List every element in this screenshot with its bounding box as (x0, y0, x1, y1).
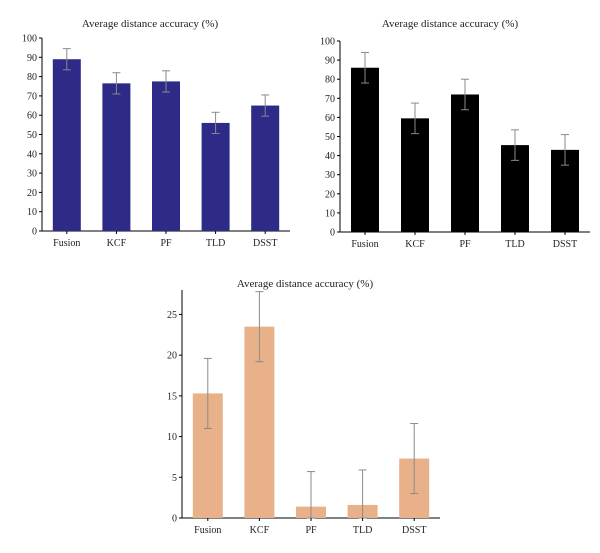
bar (351, 67, 379, 233)
y-tick-label: 10 (325, 208, 335, 219)
bar (251, 105, 280, 231)
y-tick-label: 10 (167, 432, 177, 443)
y-tick-label: 70 (27, 91, 37, 102)
x-tick-label: DSST (402, 525, 426, 536)
bar-chart-top-left: 0 10 20 30 40 50 60 70 80 90 100 Fusion KCF PF TLD DSST (22, 34, 290, 249)
bar-chart-bottom: 0 5 10 15 20 25 Fusion KCF PF TLD DSST (167, 290, 440, 536)
x-tick-label: Fusion (53, 238, 80, 249)
y-tick-label: 60 (325, 113, 335, 124)
y-tick-label: 20 (325, 189, 335, 200)
y-tick-label: 20 (27, 188, 37, 199)
bar (451, 94, 479, 232)
x-tick-label: KCF (107, 238, 127, 249)
chart-title: Average distance accuracy (%) (381, 18, 519, 30)
x-tick-label: Fusion (351, 239, 378, 250)
x-tick-label: TLD (505, 239, 524, 250)
y-tick-label: 0 (32, 227, 37, 238)
y-tick-label: 40 (325, 151, 335, 162)
y-tick-label: 80 (325, 75, 335, 86)
y-tick-label: 90 (27, 53, 37, 64)
bar-chart-top-right: 0 10 20 30 40 50 60 70 80 90 100 Fusion KCF PF TLD DSST (320, 37, 590, 250)
x-tick-label: PF (459, 239, 471, 250)
y-tick-label: 25 (167, 310, 177, 321)
bar (401, 118, 429, 232)
y-tick-label: 80 (27, 72, 37, 83)
x-tick-label: PF (160, 238, 172, 249)
y-tick-label: 70 (325, 94, 335, 105)
y-tick-label: 0 (172, 514, 177, 525)
chart-panel-top-right: Average distance accuracy (%) 0 10 20 30 40 5… (300, 0, 600, 260)
bar (102, 83, 131, 231)
chart-panel-bottom: Average distance accuracy (%) 0 5 10 15 20 25… (140, 270, 470, 553)
chart-title: Average distance accuracy (%) (236, 278, 374, 290)
x-tick-label: Fusion (194, 525, 221, 536)
x-tick-label: KCF (405, 239, 425, 250)
y-tick-label: 100 (22, 34, 37, 45)
y-tick-label: 30 (27, 169, 37, 180)
x-tick-label: PF (305, 525, 317, 536)
y-tick-label: 90 (325, 56, 335, 67)
y-tick-label: 0 (330, 228, 335, 239)
y-tick-label: 40 (27, 149, 37, 160)
chart-panel-top-left: Average distance accuracy (%) 0 10 20 30 40 5… (0, 0, 300, 260)
x-tick-label: TLD (206, 238, 225, 249)
y-tick-label: 50 (325, 132, 335, 143)
x-tick-label: KCF (250, 525, 270, 536)
bar (201, 122, 230, 231)
y-tick-label: 30 (325, 170, 335, 181)
y-tick-label: 60 (27, 111, 37, 122)
y-tick-label: 20 (167, 351, 177, 362)
x-tick-label: TLD (353, 525, 372, 536)
y-tick-label: 50 (27, 130, 37, 141)
x-tick-label: DSST (253, 238, 277, 249)
x-tick-label: DSST (553, 239, 577, 250)
chart-title: Average distance accuracy (%) (81, 18, 219, 30)
y-tick-label: 10 (27, 207, 37, 218)
bar (152, 81, 180, 231)
y-tick-label: 5 (172, 473, 177, 484)
y-tick-label: 100 (320, 37, 335, 48)
y-tick-label: 15 (167, 391, 177, 402)
bar (52, 59, 81, 232)
